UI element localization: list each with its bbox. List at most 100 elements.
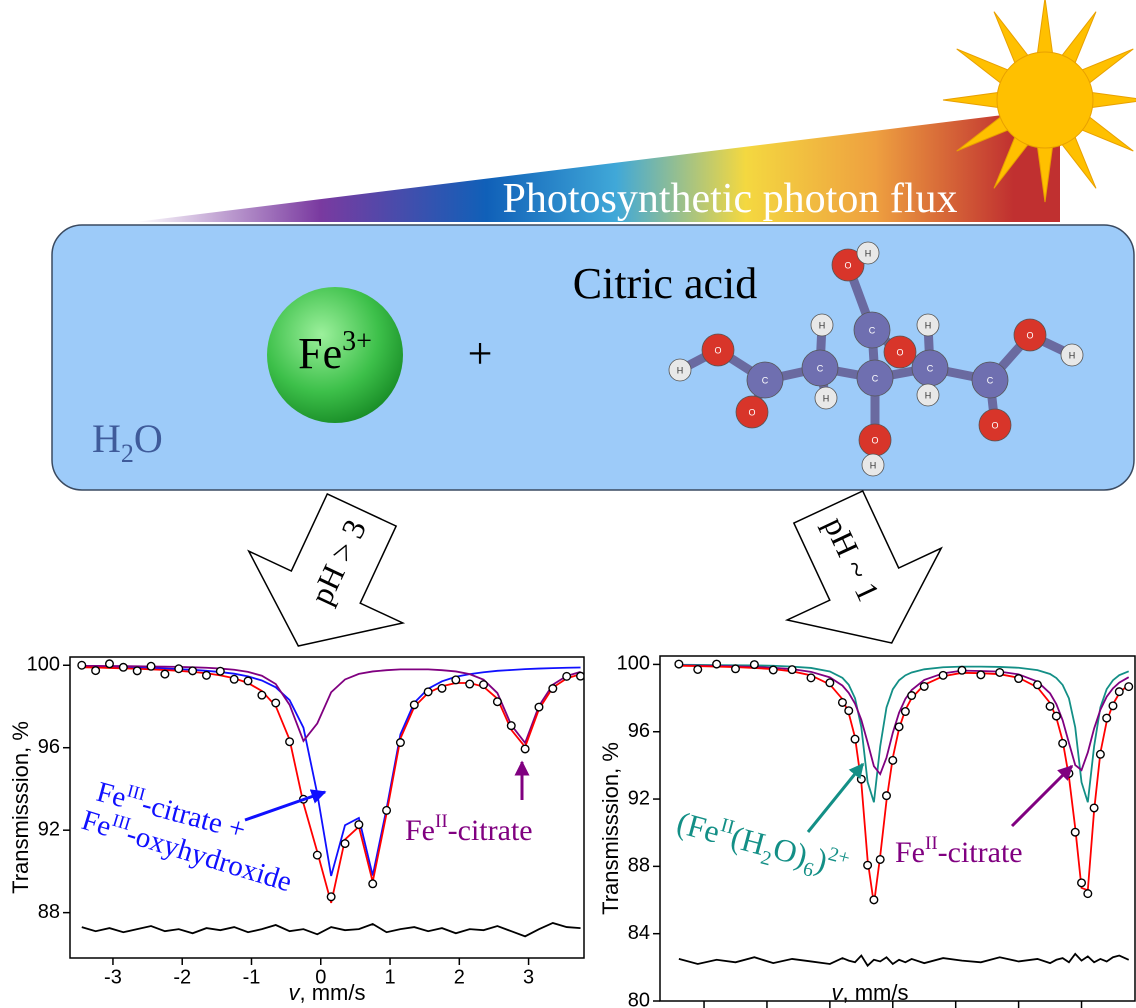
atom-label: H (925, 390, 932, 400)
atom-label: C (872, 373, 879, 383)
data-point (1125, 683, 1133, 691)
y-tick-label: 92 (38, 818, 60, 840)
fit-line (679, 665, 1129, 774)
data-point (977, 671, 985, 679)
annotation-part: II (435, 811, 448, 832)
data-point (147, 662, 155, 670)
solvent-o: O (134, 416, 163, 461)
atom-label: O (748, 407, 755, 417)
annotation-part: -citrate (938, 836, 1023, 869)
atom-label: C (987, 375, 994, 385)
data-point (788, 666, 796, 674)
annotation-part: (Fe (673, 804, 724, 850)
y-tick-label: 88 (38, 901, 60, 923)
data-point (577, 672, 585, 680)
data-point (369, 880, 377, 888)
solvent-h: H (92, 416, 121, 461)
x-axis-label: v, mm/s (832, 980, 909, 1005)
data-point (106, 660, 114, 668)
atom-label: O (871, 435, 878, 445)
annotation-part: 2+ (826, 843, 852, 870)
data-point (189, 667, 197, 675)
data-point (1015, 675, 1023, 683)
data-point (120, 664, 128, 672)
fit-line (82, 667, 581, 903)
data-point (769, 666, 777, 674)
data-point (694, 666, 702, 674)
data-point (424, 688, 432, 696)
data-point (507, 722, 515, 730)
sun-ray (1086, 92, 1136, 109)
data-point (895, 723, 903, 731)
data-point (908, 692, 916, 700)
data-point (713, 660, 721, 668)
y-tick-label: 100 (617, 653, 650, 675)
annotation-arrow (808, 764, 863, 832)
y-tick-label: 80 (628, 989, 650, 1008)
annotation-text: (FeII(H2O)6)2+ (672, 803, 853, 890)
data-point (355, 821, 363, 829)
spectra: 889296100-3-2-10123Transmisssion, %v, mm… (8, 653, 1135, 1008)
data-point (383, 807, 391, 815)
data-point (410, 701, 418, 709)
atom-label: H (823, 393, 830, 403)
data-point (883, 792, 891, 800)
annotation-part: -citrate (448, 814, 533, 847)
data-point (161, 670, 169, 678)
data-point (563, 673, 571, 681)
data-point (1090, 804, 1098, 812)
data-point (1115, 688, 1123, 696)
ligand-name: Citric acid (573, 259, 758, 308)
data-point (480, 681, 488, 689)
data-point (244, 677, 252, 685)
data-point (845, 707, 853, 715)
y-tick-label: 100 (27, 654, 60, 676)
data-point (864, 861, 872, 869)
y-tick-label: 96 (628, 720, 650, 742)
x-tick-label: 1 (384, 966, 395, 988)
annotation-text: FeII-citrate (895, 833, 1023, 869)
y-tick-label: 96 (38, 736, 60, 758)
data-point (217, 667, 225, 675)
data-point (1046, 703, 1054, 711)
data-point (675, 660, 683, 668)
x-axis-label-part: , mm/s (843, 980, 909, 1005)
y-axis-label: Transmisssion, % (8, 721, 33, 894)
data-point (1097, 750, 1105, 758)
atom-label: H (865, 248, 872, 258)
data-point (1103, 714, 1111, 722)
x-tick-label: -1 (243, 966, 261, 988)
data-point (314, 851, 322, 859)
y-axis-label: Transmisssion, % (598, 742, 623, 915)
x-axis-label: v, mm/s (289, 980, 366, 1005)
x-tick-label: 3 (523, 966, 534, 988)
x-tick-label: -3 (104, 966, 122, 988)
atom-label: C (869, 325, 876, 335)
annotation: FeIII-citrate + FeIII-oxyhydroxide (78, 773, 296, 898)
data-point (1084, 890, 1092, 898)
cation-symbol: Fe (298, 329, 342, 378)
atom-label: O (991, 420, 998, 430)
annotation-part: Fe (405, 814, 435, 847)
atom-label: O (1026, 330, 1033, 340)
atom-label: C (762, 375, 769, 385)
data-point (133, 667, 141, 675)
atom-label: H (819, 320, 826, 330)
data-point (996, 669, 1004, 677)
y-tick-label: 88 (628, 855, 650, 877)
data-point (1059, 740, 1067, 748)
data-point (870, 896, 878, 904)
data-point (858, 775, 866, 783)
fit-line (679, 954, 1129, 966)
data-point (839, 699, 847, 707)
sun-ray (943, 92, 1004, 109)
data-point (341, 840, 349, 848)
cation-charge: 3+ (342, 326, 372, 357)
data-point (78, 661, 86, 669)
graphical-abstract: Photosynthetic photon flux Fe3+ + Citric… (0, 0, 1136, 1008)
fit-line (82, 666, 581, 743)
atom-label: H (1069, 350, 1076, 360)
data-point (1078, 879, 1086, 887)
annotation-part: Fe (78, 804, 115, 843)
solvent-subscript: 2 (121, 439, 134, 468)
